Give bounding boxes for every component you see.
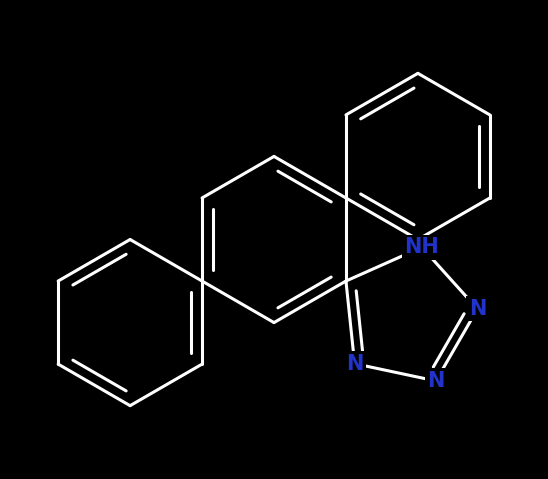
Text: N: N (346, 354, 363, 374)
Text: N: N (427, 371, 444, 391)
Text: N: N (469, 299, 486, 319)
Text: NH: NH (404, 237, 439, 257)
